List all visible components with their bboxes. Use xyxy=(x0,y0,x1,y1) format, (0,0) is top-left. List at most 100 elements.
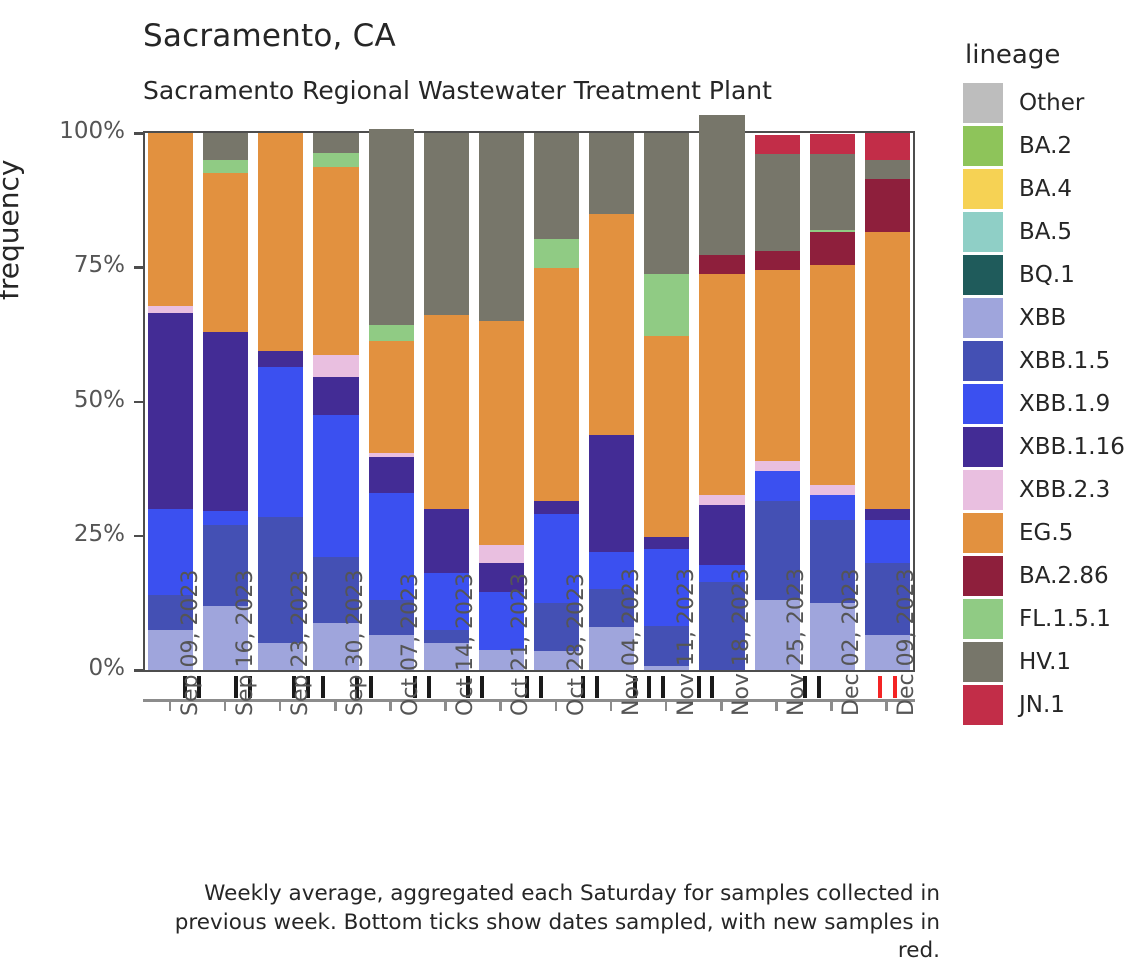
bar-segment[interactable] xyxy=(313,153,359,167)
bar-segment[interactable] xyxy=(368,128,414,325)
bar-segment[interactable] xyxy=(644,537,690,550)
bar-segment[interactable] xyxy=(589,213,635,436)
bar-segment[interactable] xyxy=(313,166,359,355)
bar-segment[interactable] xyxy=(864,232,911,509)
bar-segment[interactable] xyxy=(644,274,690,336)
bar-segment[interactable] xyxy=(644,336,690,538)
bar-segment[interactable] xyxy=(203,173,249,332)
bar-segment[interactable] xyxy=(644,625,690,666)
bar-segment[interactable] xyxy=(258,133,304,351)
bar-segment[interactable] xyxy=(754,500,800,601)
bar-segment[interactable] xyxy=(533,268,580,501)
bar-segment[interactable] xyxy=(589,435,635,552)
bar-segment[interactable] xyxy=(809,484,855,496)
bar-segment[interactable] xyxy=(644,133,690,275)
bar-segment[interactable] xyxy=(368,456,414,493)
bar-stack[interactable] xyxy=(147,133,194,670)
legend-item[interactable]: XBB.1.9 xyxy=(963,382,1148,425)
bar-segment[interactable] xyxy=(533,514,580,603)
bar-segment[interactable] xyxy=(258,366,304,517)
bar-segment[interactable] xyxy=(809,602,855,670)
bar-segment[interactable] xyxy=(258,516,304,644)
bar-segment[interactable] xyxy=(313,623,359,670)
bar-segment[interactable] xyxy=(864,519,911,563)
bar-segment[interactable] xyxy=(313,354,359,378)
bar-segment[interactable] xyxy=(203,605,249,670)
bar-segment[interactable] xyxy=(864,562,911,636)
bar-segment[interactable] xyxy=(809,495,855,520)
bar-segment[interactable] xyxy=(478,592,525,651)
bar-segment[interactable] xyxy=(809,264,855,485)
bar-segment[interactable] xyxy=(809,153,855,231)
bar-segment[interactable] xyxy=(754,600,800,670)
bar-stack[interactable] xyxy=(754,133,800,670)
bar-stack[interactable] xyxy=(478,133,525,670)
bar-stack[interactable] xyxy=(533,133,580,670)
bar-segment[interactable] xyxy=(258,643,304,670)
bar-segment[interactable] xyxy=(423,643,469,670)
bar-segment[interactable] xyxy=(699,254,745,274)
bar-segment[interactable] xyxy=(699,115,745,255)
bar-segment[interactable] xyxy=(754,154,800,252)
bar-segment[interactable] xyxy=(147,312,194,509)
bar-segment[interactable] xyxy=(533,651,580,670)
legend-item[interactable]: FL.1.5.1 xyxy=(963,597,1148,640)
bar-segment[interactable] xyxy=(313,557,359,624)
bar-segment[interactable] xyxy=(589,627,635,670)
bar-segment[interactable] xyxy=(699,504,745,565)
bar-segment[interactable] xyxy=(754,460,800,472)
bar-segment[interactable] xyxy=(423,508,469,574)
bar-segment[interactable] xyxy=(423,314,469,509)
bar-stack[interactable] xyxy=(203,133,249,670)
bar-segment[interactable] xyxy=(644,665,690,670)
bar-segment[interactable] xyxy=(368,492,414,601)
bar-segment[interactable] xyxy=(589,551,635,590)
legend-item[interactable]: XBB.1.16 xyxy=(963,425,1148,468)
bar-segment[interactable] xyxy=(478,320,525,545)
bar-segment[interactable] xyxy=(754,269,800,461)
bar-segment[interactable] xyxy=(147,594,194,630)
legend-item[interactable]: XBB.1.5 xyxy=(963,339,1148,382)
bar-segment[interactable] xyxy=(644,549,690,626)
bar-segment[interactable] xyxy=(809,232,855,265)
bar-segment[interactable] xyxy=(864,133,911,160)
bar-segment[interactable] xyxy=(809,230,855,233)
bar-stack[interactable] xyxy=(313,133,359,670)
bar-segment[interactable] xyxy=(533,500,580,515)
legend-item[interactable]: BA.2 xyxy=(963,124,1148,167)
bar-segment[interactable] xyxy=(589,133,635,214)
bar-stack[interactable] xyxy=(258,133,304,670)
legend-item[interactable]: Other xyxy=(963,81,1148,124)
bar-stack[interactable] xyxy=(589,133,635,670)
bar-segment[interactable] xyxy=(147,508,194,595)
bar-segment[interactable] xyxy=(864,635,911,670)
bar-stack[interactable] xyxy=(644,133,690,670)
bar-segment[interactable] xyxy=(313,414,359,558)
legend-item[interactable]: XBB.2.3 xyxy=(963,468,1148,511)
bar-segment[interactable] xyxy=(147,133,194,307)
legend-item[interactable]: HV.1 xyxy=(963,640,1148,683)
bar-stack[interactable] xyxy=(809,133,855,670)
bar-segment[interactable] xyxy=(368,324,414,341)
bar-segment[interactable] xyxy=(864,178,911,233)
bar-segment[interactable] xyxy=(368,340,414,453)
bar-segment[interactable] xyxy=(478,650,525,670)
bar-segment[interactable] xyxy=(203,510,249,526)
legend-item[interactable]: BA.2.86 xyxy=(963,554,1148,597)
legend-item[interactable]: BA.5 xyxy=(963,210,1148,253)
bar-segment[interactable] xyxy=(699,495,745,505)
bar-segment[interactable] xyxy=(478,133,525,321)
bar-stack[interactable] xyxy=(368,128,414,670)
bar-segment[interactable] xyxy=(478,562,525,593)
bar-segment[interactable] xyxy=(368,635,414,670)
bar-segment[interactable] xyxy=(203,159,249,174)
bar-segment[interactable] xyxy=(699,564,745,583)
bar-segment[interactable] xyxy=(809,133,855,154)
bar-segment[interactable] xyxy=(203,133,249,160)
bar-segment[interactable] xyxy=(203,525,249,606)
bar-segment[interactable] xyxy=(864,508,911,520)
bar-segment[interactable] xyxy=(258,350,304,367)
legend-item[interactable]: EG.5 xyxy=(963,511,1148,554)
bar-segment[interactable] xyxy=(478,544,525,563)
bar-segment[interactable] xyxy=(754,471,800,501)
